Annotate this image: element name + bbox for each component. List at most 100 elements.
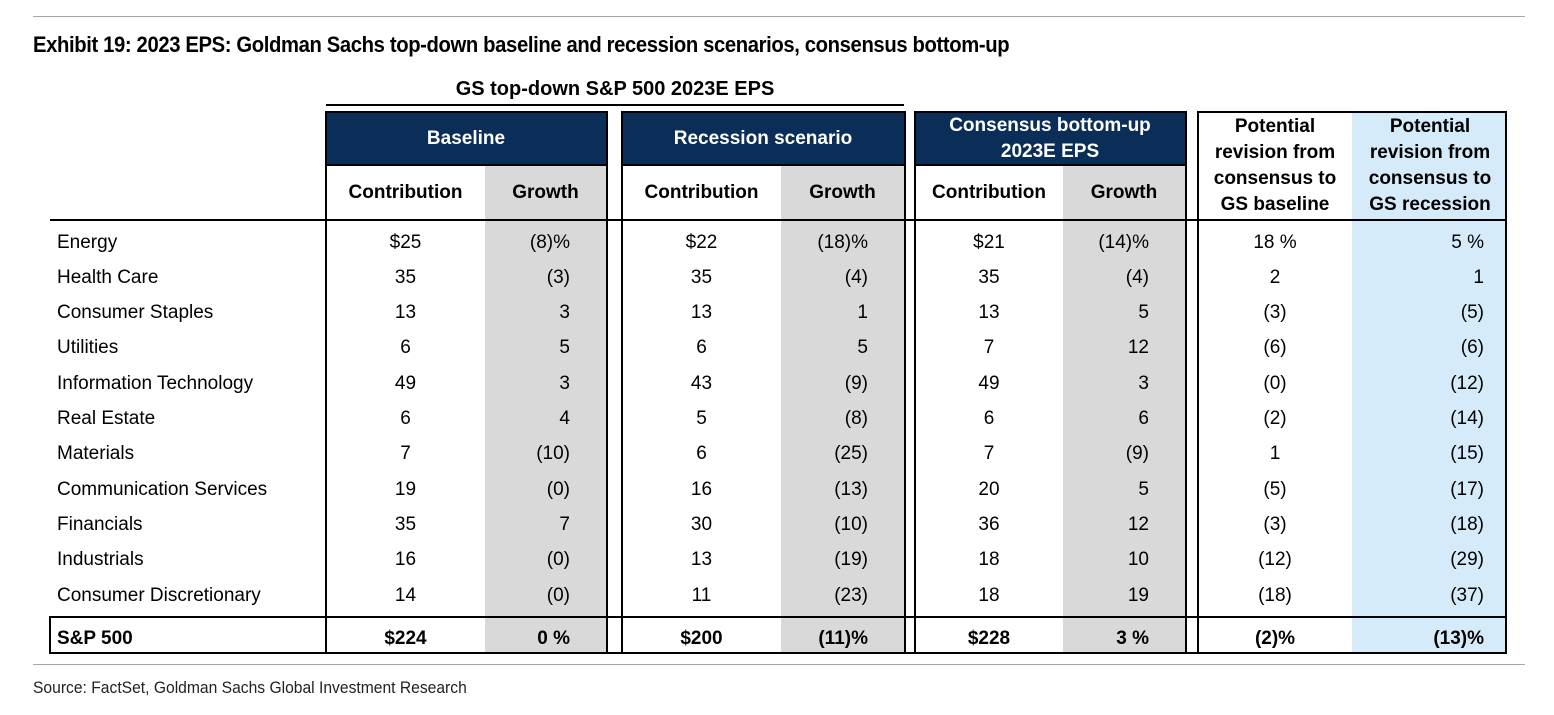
- group-header-underline: [326, 104, 904, 106]
- row-label: Consumer Discretionary: [57, 584, 261, 606]
- cell-rev-r: (37): [1450, 584, 1484, 606]
- cell-rev-b: (5): [1263, 478, 1287, 500]
- total-bottom-line: [50, 652, 1507, 654]
- total-left-line: [49, 616, 51, 654]
- rev-recession-shade: [1352, 112, 1506, 653]
- recession-header-line: [622, 164, 904, 166]
- cell-r-growth: (25): [834, 443, 868, 465]
- recession-header: Recession scenario: [673, 127, 853, 149]
- cell-c-growth: (14)%: [1098, 231, 1149, 253]
- consensus-header-line: [915, 164, 1185, 166]
- total-cell-rev-b: (2)%: [1254, 627, 1296, 649]
- baseline-header-line: [326, 164, 606, 166]
- cell-r-contrib: 5: [696, 408, 707, 429]
- cell-b-growth: (10): [536, 443, 570, 465]
- cell-b-contrib: 35: [394, 266, 417, 288]
- cell-r-contrib: 30: [690, 513, 713, 535]
- cell-b-growth: 5: [559, 337, 570, 359]
- cell-rev-r: (12): [1450, 372, 1484, 394]
- baseline-header-bg: [326, 112, 606, 165]
- total-cell-b-growth: 0 %: [537, 627, 570, 649]
- baseline-box: [325, 111, 608, 654]
- cell-b-growth: 3: [559, 372, 570, 394]
- cell-rev-b: (12): [1258, 549, 1292, 571]
- cell-c-contrib: 18: [978, 584, 1000, 606]
- cell-rev-b: (3): [1263, 513, 1287, 535]
- bottom-rule: [33, 664, 1525, 665]
- cell-b-growth: (8)%: [529, 231, 570, 253]
- cell-c-growth: (4): [1125, 266, 1149, 288]
- cell-rev-b: (3): [1263, 302, 1287, 324]
- baseline-growth-shade: [485, 165, 606, 653]
- cell-rev-r: (17): [1450, 478, 1484, 500]
- cell-r-growth: (4): [844, 266, 868, 288]
- cell-rev-r: (5): [1460, 302, 1484, 324]
- cell-r-contrib: $22: [685, 231, 718, 253]
- cell-r-growth: (23): [834, 584, 868, 606]
- cell-c-growth: 6: [1138, 408, 1149, 429]
- group-header: GS top-down S&P 500 2023E EPS: [455, 78, 775, 100]
- rev-baseline-header: Potential revision from consensus to GS …: [1213, 116, 1337, 215]
- cell-rev-b: (0): [1263, 372, 1287, 394]
- row-label: Energy: [57, 231, 118, 253]
- cell-b-growth: (0): [546, 584, 570, 606]
- total-row-label: S&P 500: [57, 627, 133, 649]
- header-bottom-line: [50, 219, 1507, 221]
- row-label: Health Care: [57, 266, 159, 288]
- cell-c-growth: 12: [1127, 513, 1149, 535]
- cell-rev-r: 5 %: [1451, 231, 1484, 253]
- recession-box: [621, 111, 906, 654]
- cell-b-contrib: 6: [400, 408, 411, 429]
- cell-r-contrib: 6: [696, 337, 707, 359]
- cell-b-growth: 3: [559, 302, 570, 324]
- cell-c-contrib: 18: [978, 549, 1000, 571]
- total-cell-rev-r: (13)%: [1433, 627, 1484, 649]
- total-top-line: [50, 616, 1507, 618]
- cell-rev-r: (15): [1450, 443, 1484, 465]
- consensus-growth-header: Growth: [1090, 181, 1158, 203]
- total-cell-c-growth: 3 %: [1116, 627, 1149, 649]
- cell-b-contrib: 35: [394, 513, 417, 535]
- source-note: Source: FactSet, Goldman Sachs Global In…: [33, 678, 467, 697]
- consensus-header-bg: [915, 112, 1185, 165]
- cell-rev-b: 1: [1269, 443, 1281, 465]
- total-cell-c-contrib: $228: [967, 627, 1011, 649]
- cell-b-contrib: 49: [394, 372, 417, 394]
- cell-r-growth: (19): [834, 549, 868, 571]
- cell-rev-r: (6): [1460, 337, 1484, 359]
- cell-rev-b: (18): [1258, 584, 1292, 606]
- cell-rev-r: (14): [1450, 408, 1484, 429]
- total-cell-r-growth: (11)%: [818, 627, 868, 649]
- cell-c-growth: 10: [1127, 549, 1149, 571]
- cell-c-growth: (9): [1125, 443, 1149, 465]
- cell-r-contrib: 35: [690, 266, 713, 288]
- cell-r-contrib: 6: [696, 443, 707, 465]
- cell-r-contrib: 16: [690, 478, 713, 500]
- baseline-header: Baseline: [426, 127, 506, 149]
- revision-box: [1197, 111, 1507, 654]
- cell-b-contrib: 7: [400, 443, 411, 465]
- cell-rev-r: (18): [1450, 513, 1484, 535]
- cell-c-growth: 5: [1138, 478, 1149, 500]
- rev-recession-header: Potential revision from consensus to GS …: [1368, 116, 1492, 215]
- cell-c-growth: 5: [1138, 302, 1149, 324]
- cell-r-growth: 1: [857, 302, 868, 324]
- cell-c-contrib: 36: [978, 513, 1000, 535]
- cell-c-contrib: 6: [983, 408, 995, 429]
- cell-r-contrib: 11: [691, 584, 712, 606]
- cell-rev-r: (29): [1450, 549, 1484, 571]
- cell-rev-r: 1: [1473, 266, 1484, 288]
- recession-contribution-header: Contribution: [644, 181, 759, 203]
- row-label: Materials: [57, 443, 135, 465]
- row-label: Real Estate: [57, 408, 156, 429]
- cell-r-growth: (18)%: [817, 231, 868, 253]
- cell-r-growth: (8): [844, 408, 868, 429]
- cell-c-contrib: 7: [983, 337, 995, 359]
- consensus-box: [914, 111, 1187, 654]
- cell-r-growth: (9): [844, 372, 868, 394]
- consensus-header: Consensus bottom-up 2023E EPS: [949, 114, 1151, 162]
- cell-b-growth: (0): [546, 478, 570, 500]
- cell-b-contrib: 6: [400, 337, 411, 359]
- cell-c-contrib: 13: [978, 302, 1000, 324]
- cell-c-contrib: 20: [978, 478, 1000, 500]
